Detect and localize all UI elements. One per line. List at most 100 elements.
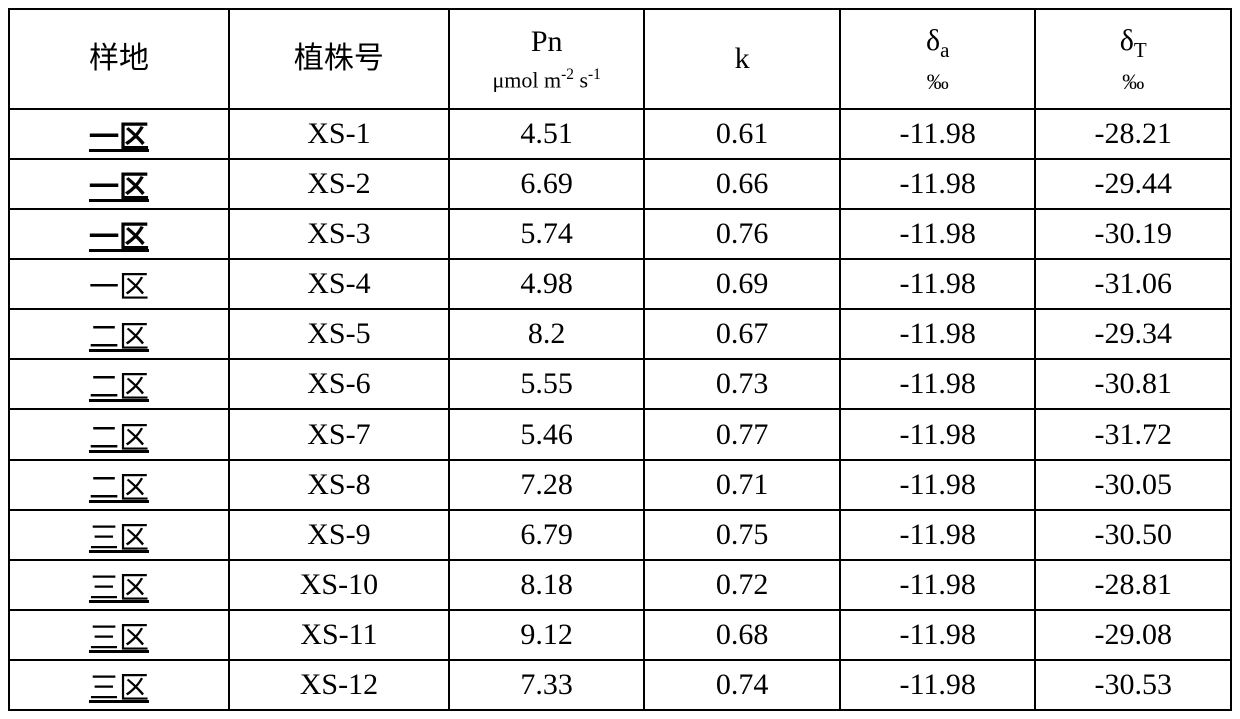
cell-dt: -30.05	[1035, 460, 1231, 510]
cell-plant: XS-1	[229, 109, 449, 159]
table-row: 一区 XS-1 4.51 0.61 -11.98 -28.21	[9, 109, 1231, 159]
col-header-dt-unit: ‰	[1038, 69, 1228, 95]
cell-dt: -31.72	[1035, 409, 1231, 459]
table-row: 二区 XS-6 5.55 0.73 -11.98 -30.81	[9, 359, 1231, 409]
table-row: 三区 XS-10 8.18 0.72 -11.98 -28.81	[9, 560, 1231, 610]
col-header-pn: Pn μmol m-2 s-1	[449, 9, 645, 109]
cell-da: -11.98	[840, 660, 1036, 710]
cell-plant: XS-7	[229, 409, 449, 459]
table-row: 三区 XS-11 9.12 0.68 -11.98 -29.08	[9, 610, 1231, 660]
cell-plot: 一区	[9, 159, 229, 209]
cell-da: -11.98	[840, 359, 1036, 409]
col-header-k: k	[644, 9, 840, 109]
cell-plant: XS-2	[229, 159, 449, 209]
cell-k: 0.72	[644, 560, 840, 610]
cell-dt: -28.21	[1035, 109, 1231, 159]
cell-pn: 6.69	[449, 159, 645, 209]
cell-plant: XS-6	[229, 359, 449, 409]
col-header-k-label: k	[647, 41, 837, 77]
cell-da: -11.98	[840, 159, 1036, 209]
cell-plant: XS-9	[229, 510, 449, 560]
cell-da: -11.98	[840, 309, 1036, 359]
cell-pn: 6.79	[449, 510, 645, 560]
cell-da: -11.98	[840, 409, 1036, 459]
cell-k: 0.74	[644, 660, 840, 710]
cell-plant: XS-10	[229, 560, 449, 610]
cell-pn: 4.51	[449, 109, 645, 159]
cell-da: -11.98	[840, 510, 1036, 560]
cell-plant: XS-8	[229, 460, 449, 510]
col-header-plant-label: 植株号	[232, 41, 446, 77]
cell-pn: 5.46	[449, 409, 645, 459]
cell-dt: -31.06	[1035, 259, 1231, 309]
cell-k: 0.69	[644, 259, 840, 309]
cell-pn: 8.18	[449, 560, 645, 610]
table-row: 二区 XS-8 7.28 0.71 -11.98 -30.05	[9, 460, 1231, 510]
col-header-pn-unit: μmol m-2 s-1	[452, 66, 642, 94]
table-row: 二区 XS-7 5.46 0.77 -11.98 -31.72	[9, 409, 1231, 459]
cell-k: 0.68	[644, 610, 840, 660]
cell-k: 0.67	[644, 309, 840, 359]
cell-da: -11.98	[840, 460, 1036, 510]
cell-k: 0.76	[644, 209, 840, 259]
cell-k: 0.75	[644, 510, 840, 560]
cell-dt: -30.53	[1035, 660, 1231, 710]
table-body: 一区 XS-1 4.51 0.61 -11.98 -28.21 一区 XS-2 …	[9, 109, 1231, 710]
cell-dt: -29.44	[1035, 159, 1231, 209]
cell-k: 0.66	[644, 159, 840, 209]
cell-pn: 5.74	[449, 209, 645, 259]
table-row: 一区 XS-3 5.74 0.76 -11.98 -30.19	[9, 209, 1231, 259]
cell-pn: 7.33	[449, 660, 645, 710]
col-header-plot: 样地	[9, 9, 229, 109]
cell-plot: 一区	[9, 259, 229, 309]
cell-plot: 三区	[9, 660, 229, 710]
col-header-dt-label: δT	[1038, 23, 1228, 63]
cell-da: -11.98	[840, 560, 1036, 610]
cell-dt: -29.08	[1035, 610, 1231, 660]
table-row: 三区 XS-12 7.33 0.74 -11.98 -30.53	[9, 660, 1231, 710]
cell-k: 0.61	[644, 109, 840, 159]
cell-dt: -30.81	[1035, 359, 1231, 409]
cell-dt: -30.19	[1035, 209, 1231, 259]
col-header-plant: 植株号	[229, 9, 449, 109]
cell-plot: 三区	[9, 610, 229, 660]
cell-plot: 二区	[9, 409, 229, 459]
cell-da: -11.98	[840, 610, 1036, 660]
col-header-pn-label: Pn	[452, 24, 642, 60]
cell-plot: 三区	[9, 510, 229, 560]
cell-plant: XS-11	[229, 610, 449, 660]
cell-plant: XS-4	[229, 259, 449, 309]
cell-pn: 9.12	[449, 610, 645, 660]
cell-pn: 5.55	[449, 359, 645, 409]
cell-k: 0.73	[644, 359, 840, 409]
cell-da: -11.98	[840, 259, 1036, 309]
col-header-da-label: δa	[843, 23, 1033, 63]
cell-dt: -28.81	[1035, 560, 1231, 610]
col-header-da-unit: ‰	[843, 69, 1033, 95]
cell-dt: -29.34	[1035, 309, 1231, 359]
cell-plant: XS-12	[229, 660, 449, 710]
cell-plot: 二区	[9, 359, 229, 409]
cell-plant: XS-5	[229, 309, 449, 359]
col-header-plot-label: 样地	[12, 41, 226, 77]
cell-pn: 4.98	[449, 259, 645, 309]
table-header-row: 样地 植株号 Pn μmol m-2 s-1 k δa ‰ δT ‰	[9, 9, 1231, 109]
col-header-da: δa ‰	[840, 9, 1036, 109]
cell-pn: 8.2	[449, 309, 645, 359]
cell-plot: 一区	[9, 109, 229, 159]
cell-plant: XS-3	[229, 209, 449, 259]
cell-plot: 三区	[9, 560, 229, 610]
cell-k: 0.77	[644, 409, 840, 459]
table-row: 一区 XS-2 6.69 0.66 -11.98 -29.44	[9, 159, 1231, 209]
cell-pn: 7.28	[449, 460, 645, 510]
data-table: 样地 植株号 Pn μmol m-2 s-1 k δa ‰ δT ‰ 一区	[8, 8, 1232, 711]
cell-plot: 二区	[9, 309, 229, 359]
cell-da: -11.98	[840, 109, 1036, 159]
cell-k: 0.71	[644, 460, 840, 510]
cell-dt: -30.50	[1035, 510, 1231, 560]
col-header-dt: δT ‰	[1035, 9, 1231, 109]
cell-plot: 一区	[9, 209, 229, 259]
table-row: 一区 XS-4 4.98 0.69 -11.98 -31.06	[9, 259, 1231, 309]
table-row: 三区 XS-9 6.79 0.75 -11.98 -30.50	[9, 510, 1231, 560]
cell-da: -11.98	[840, 209, 1036, 259]
